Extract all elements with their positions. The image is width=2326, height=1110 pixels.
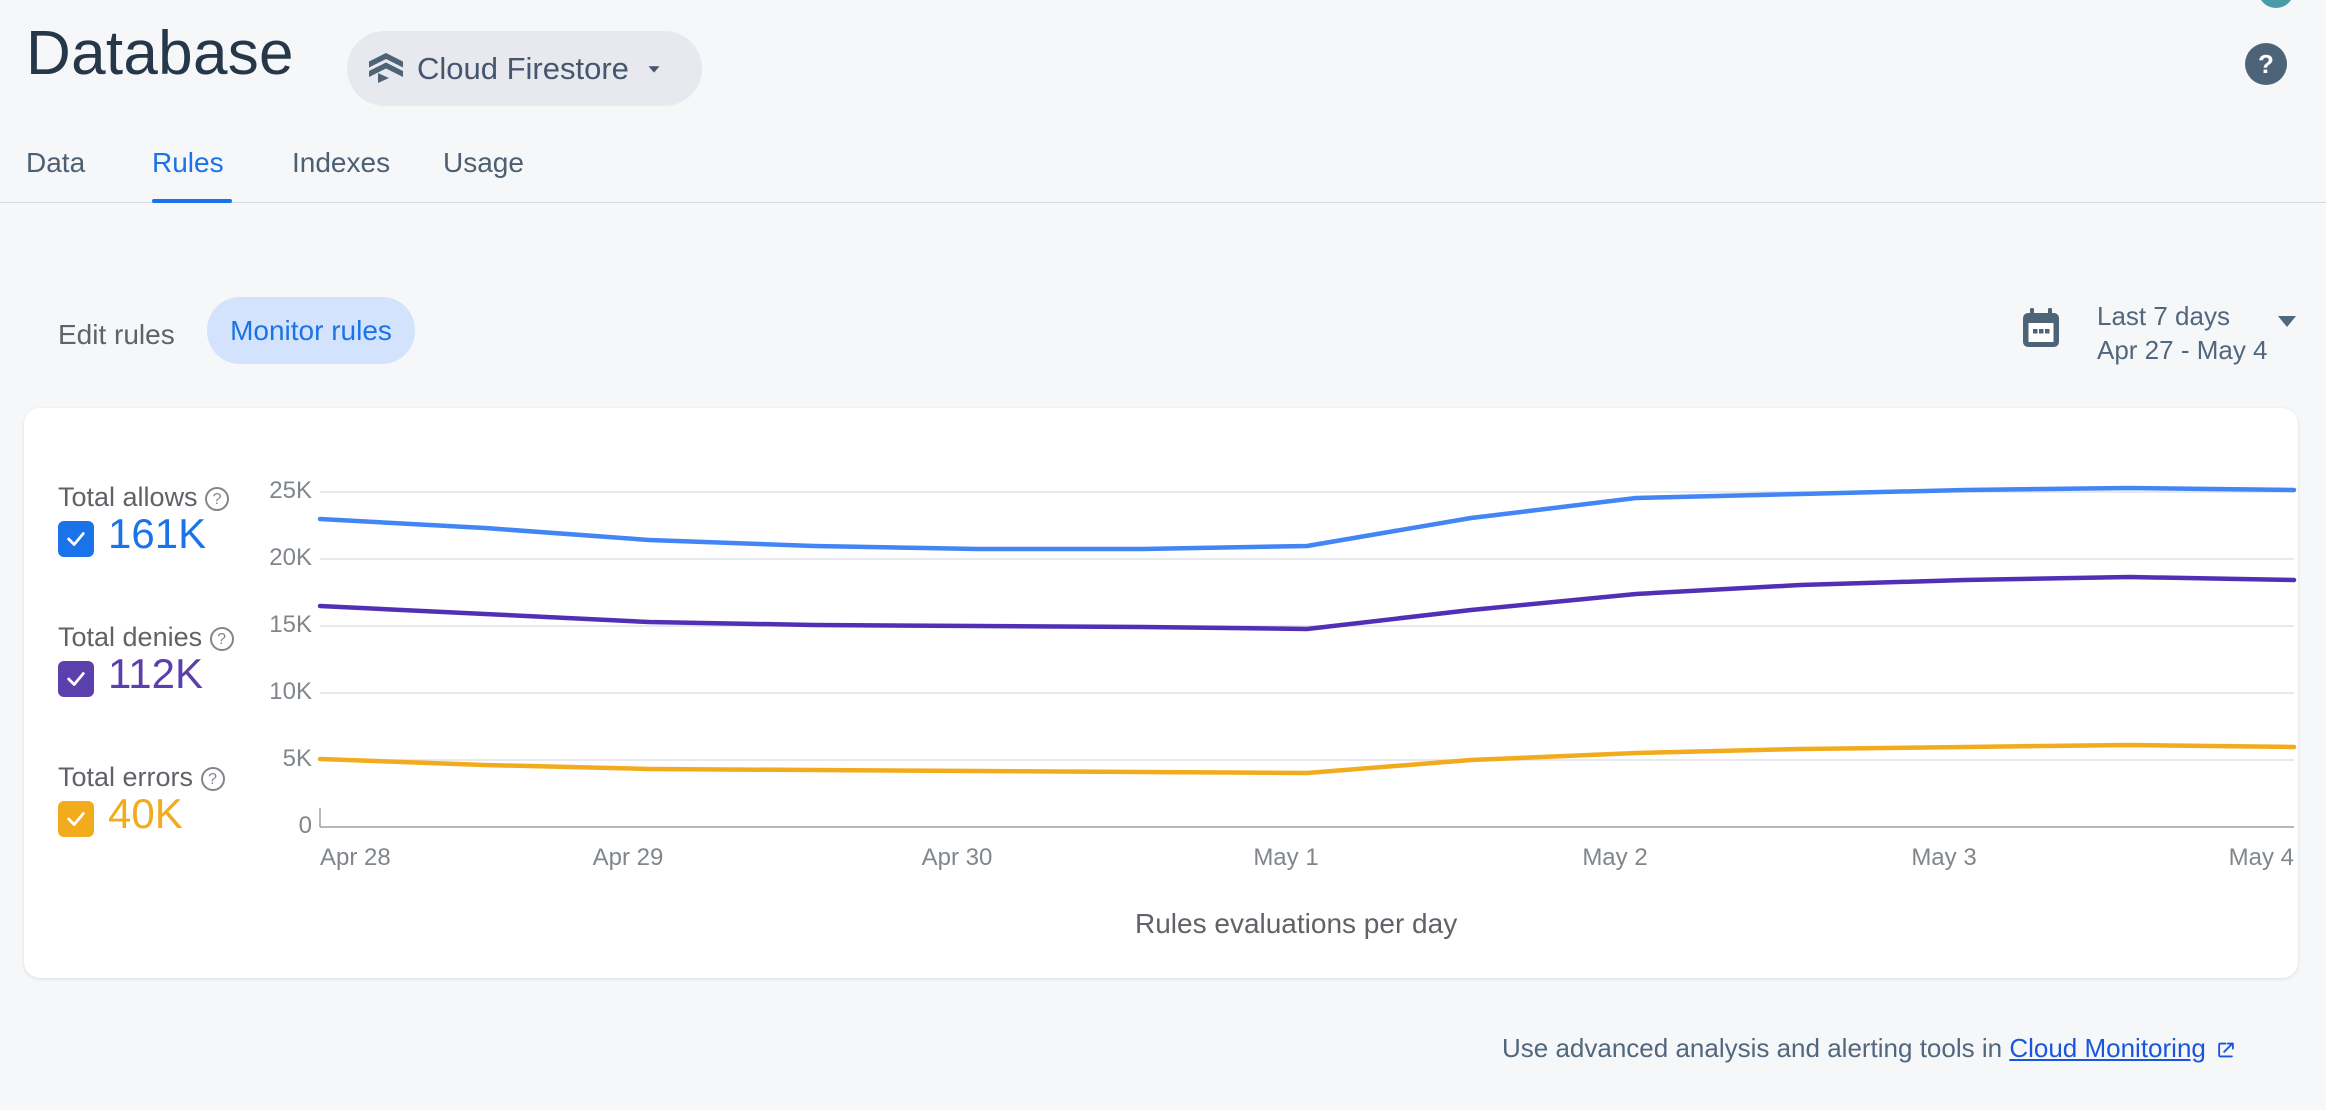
svg-text:May 3: May 3: [1911, 844, 1976, 871]
svg-text:Apr 28: Apr 28: [320, 844, 391, 871]
svg-text:20K: 20K: [269, 544, 312, 571]
svg-text:May 4: May 4: [2229, 844, 2294, 871]
svg-text:15K: 15K: [269, 611, 312, 638]
svg-text:Apr 29: Apr 29: [593, 844, 664, 871]
svg-text:0: 0: [299, 812, 312, 839]
svg-text:25K: 25K: [269, 477, 312, 504]
svg-text:Apr 30: Apr 30: [922, 844, 993, 871]
svg-text:5K: 5K: [283, 745, 312, 772]
svg-text:May 2: May 2: [1582, 844, 1647, 871]
svg-text:10K: 10K: [269, 678, 312, 705]
svg-text:May 1: May 1: [1253, 844, 1318, 871]
